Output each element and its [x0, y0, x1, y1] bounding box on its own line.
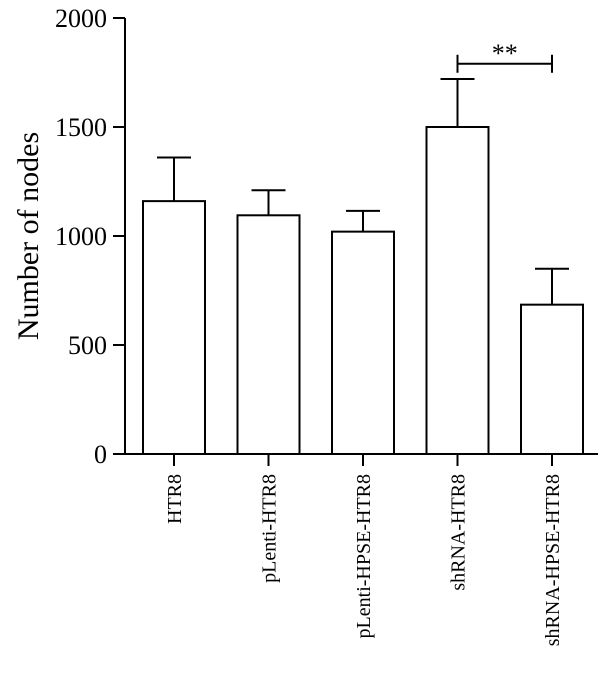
y-tick-label-2: 1000	[55, 222, 107, 251]
y-tick-label-1: 500	[68, 331, 107, 360]
y-tick-label-0: 0	[94, 440, 107, 469]
y-axis: 0 500 1000 1500 2000	[55, 4, 126, 469]
bar-0	[142, 200, 206, 455]
category-label-3: shRNA-HTR8	[448, 474, 470, 591]
x-axis	[125, 453, 598, 466]
y-tick-label-3: 1500	[55, 113, 107, 142]
significance-annotations: **	[456, 39, 553, 73]
category-labels: HTR8 pLenti-HTR8 pLenti-HPSE-HTR8 shRNA-HTR…	[164, 474, 564, 646]
category-label-2: pLenti-HPSE-HTR8	[353, 474, 375, 638]
category-label-4: shRNA-HPSE-HTR8	[542, 474, 564, 646]
y-tick-label-4: 2000	[55, 4, 107, 33]
significance-label-0: **	[492, 39, 518, 68]
bar-3	[425, 126, 490, 455]
bars	[142, 126, 584, 456]
y-axis-title: Number of nodes	[12, 132, 45, 340]
bar-4	[520, 303, 584, 456]
bar-2	[331, 230, 395, 455]
error-bars	[157, 78, 569, 305]
bar-1	[236, 214, 301, 455]
category-label-0: HTR8	[164, 474, 186, 524]
category-label-1: pLenti-HTR8	[259, 474, 281, 583]
